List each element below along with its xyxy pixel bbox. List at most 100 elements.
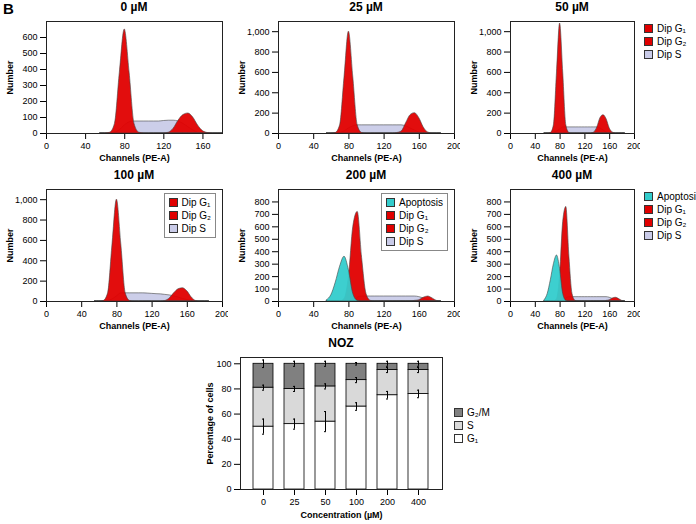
svg-text:80: 80 [112, 309, 122, 319]
svg-text:800: 800 [254, 47, 269, 57]
svg-text:Channels (PE-A): Channels (PE-A) [537, 153, 608, 163]
svg-text:200: 200 [627, 309, 640, 319]
svg-text:120: 120 [156, 141, 171, 151]
svg-text:400: 400 [486, 247, 501, 257]
svg-text:80: 80 [344, 141, 354, 151]
svg-text:200: 200 [486, 108, 501, 118]
svg-text:120: 120 [577, 309, 592, 319]
svg-text:800: 800 [486, 197, 501, 207]
svg-text:120: 120 [145, 309, 160, 319]
svg-text:800: 800 [22, 215, 37, 225]
svg-text:600: 600 [254, 222, 269, 232]
svg-text:Number: Number [469, 228, 479, 263]
svg-text:400: 400 [254, 247, 269, 257]
svg-text:100: 100 [486, 284, 501, 294]
svg-text:Channels (PE-A): Channels (PE-A) [537, 321, 608, 331]
svg-text:Number: Number [5, 228, 15, 263]
svg-text:160: 160 [412, 309, 427, 319]
svg-text:100: 100 [349, 497, 364, 507]
svg-text:200: 200 [447, 309, 460, 319]
svg-text:120: 120 [377, 141, 392, 151]
svg-text:100: 100 [254, 284, 269, 294]
svg-text:40: 40 [530, 309, 540, 319]
svg-text:0: 0 [508, 309, 513, 319]
svg-text:1,000: 1,000 [479, 27, 502, 37]
svg-text:160: 160 [602, 141, 617, 151]
svg-text:800: 800 [254, 197, 269, 207]
svg-text:1,000: 1,000 [247, 27, 270, 37]
svg-text:200: 200 [22, 96, 37, 106]
svg-text:300: 300 [486, 259, 501, 269]
svg-text:80: 80 [344, 309, 354, 319]
svg-text:500: 500 [22, 48, 37, 58]
svg-text:120: 120 [377, 309, 392, 319]
svg-text:500: 500 [254, 234, 269, 244]
svg-text:400: 400 [411, 497, 426, 507]
svg-text:80: 80 [221, 384, 231, 394]
svg-text:200: 200 [22, 276, 37, 286]
svg-text:400: 400 [22, 64, 37, 74]
svg-text:80: 80 [555, 309, 565, 319]
svg-text:Channels (PE-A): Channels (PE-A) [331, 153, 402, 163]
svg-text:Concentration (µM): Concentration (µM) [300, 510, 382, 520]
svg-text:Number: Number [469, 60, 479, 95]
svg-text:Number: Number [237, 228, 247, 263]
svg-text:100: 100 [216, 359, 231, 369]
svg-text:0: 0 [496, 296, 501, 306]
svg-text:200: 200 [215, 309, 228, 319]
svg-text:700: 700 [486, 209, 501, 219]
svg-text:200: 200 [447, 141, 460, 151]
svg-text:200: 200 [627, 141, 640, 151]
svg-text:400: 400 [254, 88, 269, 98]
svg-text:0: 0 [32, 128, 37, 138]
svg-text:200: 200 [254, 108, 269, 118]
svg-text:80: 80 [120, 141, 130, 151]
svg-text:0: 0 [508, 141, 513, 151]
svg-text:Percentage of cells: Percentage of cells [205, 382, 215, 464]
svg-text:300: 300 [254, 259, 269, 269]
svg-text:160: 160 [602, 309, 617, 319]
svg-text:0: 0 [264, 296, 269, 306]
svg-text:600: 600 [486, 222, 501, 232]
svg-text:0: 0 [44, 141, 49, 151]
svg-text:Number: Number [5, 60, 15, 95]
svg-text:200: 200 [486, 271, 501, 281]
svg-text:600: 600 [22, 235, 37, 245]
svg-text:120: 120 [577, 141, 592, 151]
svg-text:40: 40 [77, 309, 87, 319]
svg-text:500: 500 [486, 234, 501, 244]
svg-text:0: 0 [496, 128, 501, 138]
svg-text:160: 160 [412, 141, 427, 151]
svg-text:Channels (PE-A): Channels (PE-A) [99, 321, 170, 331]
svg-text:40: 40 [221, 434, 231, 444]
svg-text:160: 160 [180, 309, 195, 319]
svg-text:Channels (PE-A): Channels (PE-A) [331, 321, 402, 331]
svg-text:0: 0 [264, 128, 269, 138]
svg-text:25: 25 [289, 497, 299, 507]
svg-text:0: 0 [276, 309, 281, 319]
svg-text:0: 0 [226, 484, 231, 494]
svg-text:60: 60 [221, 409, 231, 419]
svg-text:400: 400 [486, 88, 501, 98]
svg-text:800: 800 [486, 47, 501, 57]
svg-text:40: 40 [530, 141, 540, 151]
svg-text:100: 100 [22, 112, 37, 122]
svg-text:0: 0 [44, 309, 49, 319]
svg-text:0: 0 [276, 141, 281, 151]
svg-text:20: 20 [221, 459, 231, 469]
svg-text:Number: Number [237, 60, 247, 95]
svg-text:600: 600 [254, 67, 269, 77]
svg-text:700: 700 [254, 209, 269, 219]
svg-text:0: 0 [32, 296, 37, 306]
svg-text:300: 300 [22, 80, 37, 90]
svg-text:600: 600 [22, 32, 37, 42]
svg-text:400: 400 [22, 256, 37, 266]
svg-text:160: 160 [195, 141, 210, 151]
svg-text:80: 80 [555, 141, 565, 151]
svg-text:50: 50 [320, 497, 330, 507]
svg-text:40: 40 [81, 141, 91, 151]
svg-text:200: 200 [254, 271, 269, 281]
svg-text:Channels (PE-A): Channels (PE-A) [99, 153, 170, 163]
svg-text:600: 600 [486, 67, 501, 77]
svg-text:40: 40 [309, 309, 319, 319]
